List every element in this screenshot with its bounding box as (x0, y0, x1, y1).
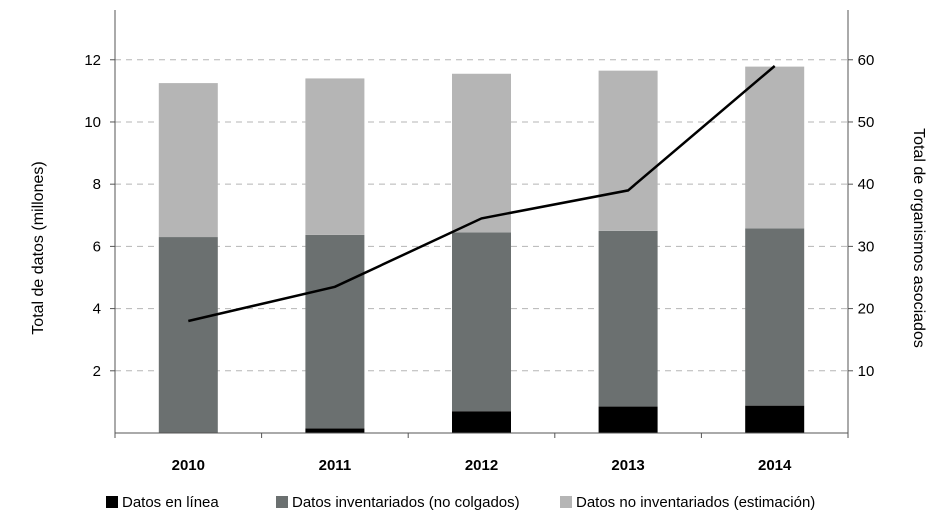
y-tick-label: 2 (93, 363, 101, 380)
bar-segment (158, 237, 218, 433)
axes (110, 10, 853, 438)
bar-segment (452, 411, 511, 433)
bar-segment (598, 406, 658, 433)
legend-swatch (106, 496, 118, 508)
bar-segment (745, 228, 805, 406)
bar-segment (305, 428, 365, 433)
x-tick-label: 2013 (611, 457, 644, 474)
y2-tick-label: 30 (858, 238, 875, 255)
legend-label: Datos en línea (122, 494, 219, 511)
y-tick-label: 4 (93, 301, 101, 318)
y-axis-title: Total de datos (millones) (30, 161, 47, 334)
x-tick-label: 2012 (465, 457, 498, 474)
y2-tick-label: 40 (858, 176, 875, 193)
y2-tick-label: 60 (858, 52, 875, 69)
x-tick-label: 2010 (172, 457, 205, 474)
y2-tick-label: 20 (858, 301, 875, 318)
organism-count-line (188, 65, 776, 323)
bar-segment (452, 232, 511, 412)
y-tick-label: 6 (93, 238, 101, 255)
line-series (188, 65, 776, 323)
bar-segment (158, 83, 218, 238)
legend-label: Datos inventariados (no colgados) (292, 494, 520, 511)
bars (158, 66, 805, 433)
bar-segment (745, 66, 805, 229)
legend: Datos en línea Datos inventariados (no co… (106, 494, 815, 511)
x-tick-label: 2014 (758, 457, 792, 474)
bar-segment (305, 234, 365, 429)
y2-tick-label: 10 (858, 363, 875, 380)
bar-segment (452, 73, 511, 233)
legend-swatch (560, 496, 572, 508)
bar-segment (745, 405, 805, 433)
bar-segment (305, 78, 365, 235)
y2-axis-title: Total de organismos asociados (910, 128, 927, 348)
bar-segment (598, 230, 658, 407)
legend-label: Datos no inventariados (estimación) (576, 494, 815, 511)
legend-swatch (276, 496, 288, 508)
bar-segment (598, 70, 658, 231)
y-tick-label: 8 (93, 176, 101, 193)
y2-tick-label: 50 (858, 114, 875, 131)
tick-labels: 2 4 6 8 10 12 10 20 30 40 50 60 2010 2011 2012 2013 2014 (84, 52, 874, 474)
y-tick-label: 12 (84, 52, 101, 69)
y-tick-label: 10 (84, 114, 101, 131)
x-tick-label: 2011 (319, 457, 352, 474)
